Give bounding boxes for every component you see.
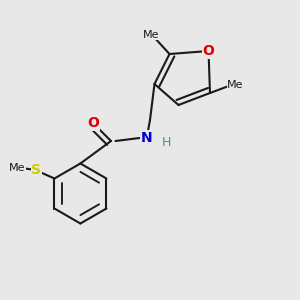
Text: Me: Me — [143, 29, 160, 40]
Text: O: O — [202, 44, 214, 58]
Text: Me: Me — [9, 163, 26, 173]
Text: Me: Me — [227, 80, 244, 90]
Text: O: O — [87, 116, 99, 130]
Text: S: S — [32, 163, 41, 176]
Text: H: H — [162, 136, 171, 149]
Text: N: N — [141, 131, 153, 145]
